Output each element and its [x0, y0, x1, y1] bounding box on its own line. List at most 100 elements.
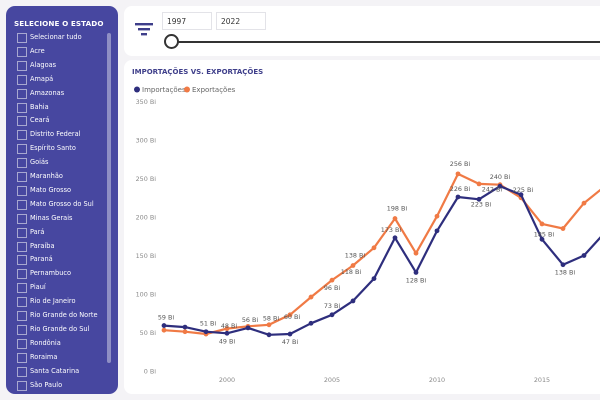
- checkbox[interactable]: [17, 172, 27, 182]
- point-exportacoes: [287, 312, 293, 318]
- state-option[interactable]: Acre: [6, 46, 106, 58]
- series-line-exportacoes: [163, 172, 600, 336]
- data-label: 198 Bi: [387, 205, 408, 213]
- state-option[interactable]: Rio Grande do Sul: [6, 324, 106, 336]
- data-label: 96 Bi: [324, 284, 341, 292]
- checkbox[interactable]: [17, 297, 27, 308]
- point-exportacoes: [560, 226, 566, 231]
- state-option-label: Rio Grande do Norte: [30, 311, 98, 319]
- state-option[interactable]: Goiás: [6, 157, 106, 169]
- checkbox[interactable]: [17, 227, 27, 238]
- state-option-label: Alagoas: [30, 60, 57, 69]
- state-option-label: Amazonas: [30, 88, 65, 97]
- year-start-input[interactable]: 1997: [162, 12, 212, 30]
- point-importacoes: [161, 323, 167, 328]
- state-option-label: São Paulo: [30, 380, 63, 389]
- checkbox[interactable]: [17, 283, 27, 294]
- point-exportacoes: [413, 250, 419, 256]
- point-importacoes: [203, 329, 209, 335]
- checkbox[interactable]: [17, 199, 27, 210]
- checkbox[interactable]: [17, 380, 27, 391]
- state-option[interactable]: Alagoas: [6, 60, 106, 72]
- checkbox[interactable]: [17, 74, 27, 85]
- year-slider-track[interactable]: [170, 41, 600, 43]
- checkbox[interactable]: [17, 158, 27, 169]
- state-option[interactable]: Rondônia: [6, 338, 106, 350]
- state-option[interactable]: Rio de Janeiro: [6, 296, 106, 308]
- checkbox[interactable]: [17, 185, 27, 196]
- point-exportacoes: [308, 294, 314, 300]
- state-option-label: Mato Grosso: [30, 185, 72, 194]
- state-option[interactable]: Espírito Santo: [6, 143, 106, 155]
- y-tick-label: 250 Bi: [136, 175, 157, 183]
- state-option[interactable]: Paraná: [6, 254, 106, 266]
- point-importacoes: [287, 331, 293, 337]
- state-option[interactable]: Rio Grande do Norte: [6, 310, 106, 322]
- state-list-scrollbar[interactable]: [107, 33, 111, 363]
- checkbox[interactable]: [17, 46, 27, 57]
- select-all-option[interactable]: Selecionar tudo: [6, 32, 106, 44]
- checkbox[interactable]: [17, 241, 27, 252]
- state-option[interactable]: Distrito Federal: [6, 129, 106, 141]
- state-option-label: Pará: [30, 227, 45, 236]
- checkbox[interactable]: [17, 311, 27, 321]
- point-exportacoes: [161, 327, 167, 333]
- checkbox[interactable]: [17, 269, 27, 280]
- state-option[interactable]: Amapá: [6, 74, 106, 86]
- state-option[interactable]: Minas Gerais: [6, 213, 106, 225]
- checkbox[interactable]: [17, 352, 27, 363]
- year-end-input[interactable]: 2022: [216, 12, 266, 30]
- point-importacoes: [245, 325, 251, 331]
- checkbox[interactable]: [17, 324, 27, 335]
- data-label: 58 Bi: [263, 314, 280, 322]
- state-option[interactable]: Mato Grosso do Sul: [6, 199, 106, 211]
- state-option-label: Distrito Federal: [30, 130, 81, 139]
- state-option[interactable]: Santa Catarina: [6, 366, 106, 378]
- point-importacoes: [182, 324, 188, 330]
- chart-card: IMPORTAÇÕES VS. EXPORTAÇÕES Importações E…: [124, 60, 600, 394]
- checkbox[interactable]: [17, 338, 27, 349]
- state-option-label: Roraima: [30, 352, 58, 361]
- point-importacoes: [392, 235, 398, 241]
- state-filter-panel: SELECIONE O ESTADO Selecionar tudo Acre Al…: [6, 6, 118, 394]
- point-exportacoes: [539, 221, 545, 227]
- state-option[interactable]: Paraíba: [6, 241, 106, 253]
- checkbox[interactable]: [17, 60, 27, 71]
- checkbox[interactable]: [17, 366, 27, 377]
- state-option[interactable]: Maranhão: [6, 171, 106, 183]
- checkbox[interactable]: [17, 33, 27, 43]
- state-option[interactable]: São Paulo: [6, 380, 106, 392]
- year-slider-handle[interactable]: [164, 34, 179, 49]
- state-option[interactable]: Pernambuco: [6, 268, 106, 280]
- checkbox[interactable]: [17, 116, 27, 127]
- filter-icon[interactable]: [134, 20, 154, 38]
- state-option-label: Mato Grosso do Sul: [30, 199, 94, 208]
- point-exportacoes: [434, 213, 440, 219]
- state-option[interactable]: Pará: [6, 227, 106, 239]
- point-importacoes: [308, 320, 314, 326]
- checkbox[interactable]: [17, 88, 27, 99]
- state-option-label: Espírito Santo: [30, 144, 76, 153]
- state-option[interactable]: Ceará: [6, 115, 106, 127]
- checkbox[interactable]: [17, 213, 27, 224]
- data-label: 223 Bi: [471, 200, 492, 208]
- point-importacoes: [266, 332, 272, 338]
- point-importacoes: [329, 312, 335, 318]
- checkbox[interactable]: [17, 130, 27, 141]
- state-option[interactable]: Bahia: [6, 102, 106, 114]
- state-option[interactable]: Amazonas: [6, 88, 106, 100]
- point-importacoes: [434, 228, 440, 234]
- state-option[interactable]: Mato Grosso: [6, 185, 106, 197]
- checkbox[interactable]: [17, 255, 27, 266]
- state-option[interactable]: Piauí: [6, 282, 106, 294]
- checkbox[interactable]: [17, 144, 27, 155]
- point-exportacoes: [455, 171, 461, 177]
- state-option-label: Paraíba: [30, 241, 55, 250]
- x-tick-label: 2010: [429, 376, 445, 384]
- state-option[interactable]: Roraima: [6, 352, 106, 364]
- data-label: 242 Bi: [482, 186, 503, 194]
- data-label: 60 Bi: [284, 313, 301, 321]
- state-option-label: Ceará: [30, 116, 50, 125]
- data-label: 73 Bi: [324, 302, 341, 310]
- checkbox[interactable]: [17, 102, 27, 113]
